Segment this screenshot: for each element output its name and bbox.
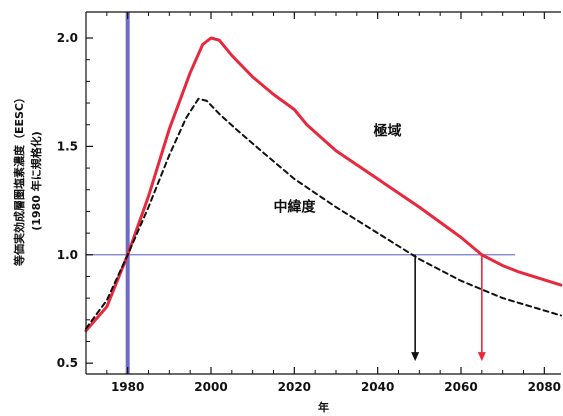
x-tick-label: 2060 bbox=[444, 380, 477, 394]
arrow-head-1 bbox=[411, 352, 420, 362]
y-axis-title: 等価実効成層圏塩素濃度（EESC） bbox=[12, 92, 26, 267]
series-line-polar bbox=[84, 36, 563, 333]
x-tick-label: 1980 bbox=[111, 380, 144, 394]
x-tick-label: 2020 bbox=[278, 380, 311, 394]
x-tick-label: 2080 bbox=[528, 380, 561, 394]
y-tick-label: 0.5 bbox=[57, 356, 78, 370]
y-axis-subtitle: (1980 年に規格化) bbox=[29, 131, 43, 231]
y-tick-label: 1.0 bbox=[57, 248, 78, 262]
annotation-polar: 極域 bbox=[374, 123, 402, 140]
x-axis-title: 年 bbox=[318, 400, 329, 414]
annotation-midlatitude: 中緯度 bbox=[274, 198, 317, 215]
arrow-head-2 bbox=[477, 352, 486, 362]
x-tick-label: 2040 bbox=[361, 380, 394, 394]
y-tick-label: 2.0 bbox=[57, 31, 78, 45]
x-tick-label: 2000 bbox=[194, 380, 227, 394]
series-line-midlatitude bbox=[85, 97, 562, 330]
y-tick-label: 1.5 bbox=[57, 139, 78, 153]
